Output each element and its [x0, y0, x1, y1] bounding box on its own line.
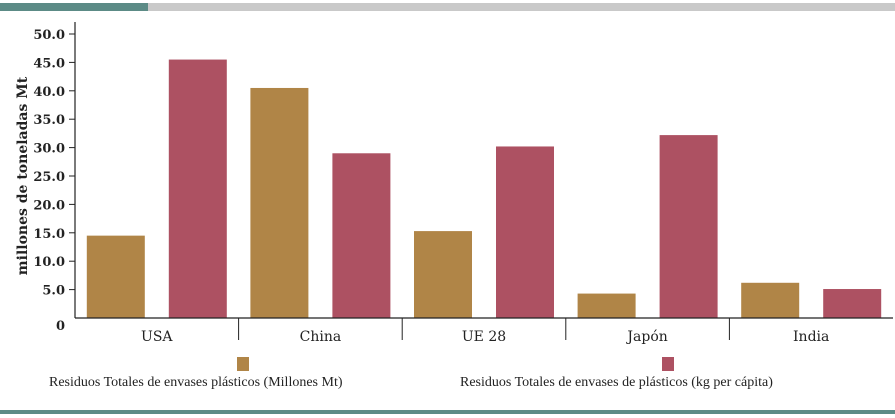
y-tick-label: 35.0 [33, 113, 65, 128]
x-category-label: UE 28 [462, 329, 506, 345]
legend-label-series-1: Residuos Totales de envases plásticos (M… [49, 375, 343, 390]
y-tick-label: 5.0 [42, 284, 65, 299]
legend-label-series-2: Residuos Totales de envases de plásticos… [460, 375, 773, 390]
y-axis-ticks: 0 5.0 10.0 15.0 20.0 25.0 30.0 35.0 40.0 45.0 50.0 [33, 28, 75, 334]
y-tick-label: 25.0 [33, 170, 65, 185]
y-tick-label: 40.0 [33, 85, 65, 100]
top-rule [148, 3, 895, 11]
y-tick-label: 30.0 [33, 142, 65, 157]
bar-1 [250, 87, 309, 319]
bar-1 [577, 293, 636, 318]
y-tick-label: 45.0 [33, 56, 65, 71]
bar-2 [496, 146, 554, 318]
bar-1 [414, 231, 472, 318]
x-category-label: USA [141, 329, 173, 345]
y-tick-label: 0 [56, 319, 65, 334]
y-tick-label: 50.0 [33, 28, 65, 43]
bars [86, 59, 882, 319]
top-accent-band [0, 3, 148, 11]
y-axis-label: millones de toneladas Mt [15, 76, 31, 275]
bar-2 [659, 135, 718, 318]
x-axis-labels: USA China UE 28 Japón India [141, 329, 829, 345]
x-category-label: India [793, 329, 829, 345]
legend-swatch-series-1 [237, 357, 249, 371]
y-tick-label: 15.0 [33, 227, 65, 242]
bar-2 [332, 153, 391, 318]
legend: Residuos Totales de envases plásticos (M… [49, 357, 773, 390]
axes [74, 22, 893, 340]
bar-1 [741, 282, 800, 318]
legend-swatch-series-2 [662, 357, 674, 371]
bottom-rule [0, 410, 895, 414]
x-category-label: China [300, 329, 342, 345]
x-category-label: Japón [625, 329, 667, 345]
bar-2 [823, 289, 882, 318]
bar-2 [168, 59, 227, 319]
y-tick-label: 20.0 [33, 198, 65, 213]
y-tick-label: 10.0 [33, 255, 65, 270]
bar-1 [86, 235, 145, 318]
